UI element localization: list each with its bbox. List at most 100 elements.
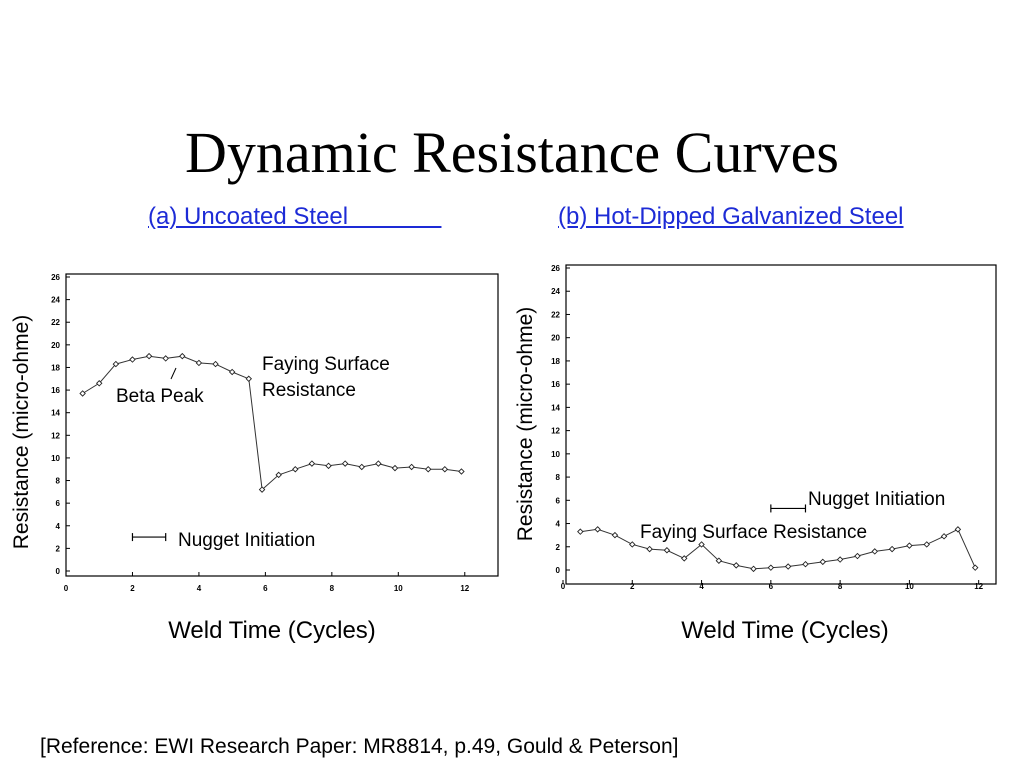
plot-frame <box>565 264 997 585</box>
reference-citation: [Reference: EWI Research Paper: MR8814, … <box>40 735 679 758</box>
y-tick-label: 8 <box>556 473 561 482</box>
y-tick-label: 26 <box>51 273 60 282</box>
y-tick-label: 2 <box>56 544 61 553</box>
data-point <box>424 465 432 473</box>
y-tick-label: 8 <box>56 477 61 486</box>
data-point <box>854 552 861 560</box>
data-point <box>275 471 282 479</box>
annotation-label: Faying Surface Resistance <box>640 522 867 543</box>
x-tick-label: 4 <box>197 584 202 593</box>
annotation-label: Resistance <box>262 380 356 401</box>
x-tick-label: 6 <box>263 584 268 593</box>
data-point <box>906 542 913 549</box>
data-point <box>681 555 688 562</box>
x-tick-label: 8 <box>838 582 843 591</box>
y-tick-label: 2 <box>556 543 561 552</box>
data-point <box>292 465 299 473</box>
data-point <box>784 563 792 570</box>
data-point <box>179 352 186 360</box>
y-tick-label: 16 <box>551 380 560 389</box>
y-tick-label: 14 <box>551 403 560 412</box>
y-tick-label: 18 <box>51 363 60 372</box>
y-tick-label: 14 <box>51 409 60 418</box>
x-tick-label: 4 <box>699 582 704 591</box>
y-tick-label: 12 <box>551 427 560 436</box>
y-tick-label: 24 <box>551 287 560 296</box>
data-point <box>195 359 203 367</box>
x-tick-label: 2 <box>130 584 135 593</box>
y-tick-label: 10 <box>551 450 560 459</box>
x-tick-label: 8 <box>330 584 335 593</box>
data-point <box>663 547 671 554</box>
plot-frame <box>65 273 499 577</box>
data-point <box>750 565 757 573</box>
x-tick-label: 0 <box>64 584 69 593</box>
x-tick-label: 12 <box>974 582 983 591</box>
data-point <box>940 533 948 540</box>
data-point <box>802 560 809 568</box>
x-tick-label: 0 <box>561 582 566 591</box>
data-point <box>732 562 740 569</box>
data-point <box>971 564 979 571</box>
annotation-label: Beta Peak <box>116 386 204 407</box>
data-point <box>228 368 236 376</box>
data-point <box>391 464 399 472</box>
data-point <box>341 460 349 467</box>
data-point <box>611 531 619 539</box>
y-tick-label: 26 <box>551 264 560 273</box>
x-axis-label: Weld Time (Cycles) <box>168 617 376 644</box>
data-point <box>325 462 332 470</box>
data-point <box>458 468 465 475</box>
y-tick-label: 18 <box>551 357 560 366</box>
data-point <box>358 463 365 471</box>
slide-title: Dynamic Resistance Curves <box>185 120 839 185</box>
data-point <box>145 352 153 360</box>
y-tick-label: 10 <box>51 454 60 463</box>
annotation-label: Nugget Initiation <box>808 489 945 510</box>
data-point <box>594 526 601 533</box>
annotation-label: Nugget Initiation <box>178 530 315 551</box>
data-point <box>79 390 86 397</box>
x-tick-label: 12 <box>460 584 469 593</box>
data-point <box>129 356 136 363</box>
data-point <box>577 528 584 535</box>
y-tick-label: 6 <box>56 499 61 508</box>
subtitle-uncoated-steel[interactable]: (a) Uncoated Steel <box>148 203 442 230</box>
y-tick-label: 4 <box>556 520 561 529</box>
annotation-label: Faying Surface <box>262 354 390 375</box>
data-point <box>308 460 316 467</box>
y-tick-label: 24 <box>51 296 60 305</box>
data-point <box>871 548 878 555</box>
data-point <box>646 545 653 553</box>
y-tick-label: 20 <box>51 341 60 350</box>
data-point <box>954 526 962 533</box>
y-tick-label: 12 <box>51 431 60 440</box>
subtitle-galvanized-steel[interactable]: (b) Hot-Dipped Galvanized Steel <box>558 203 904 230</box>
y-axis-label: Resistance (micro-ohme) <box>514 307 537 542</box>
data-point <box>408 463 415 471</box>
data-point <box>819 558 827 566</box>
y-tick-label: 4 <box>56 522 61 531</box>
y-axis-label: Resistance (micro-ohme) <box>10 315 33 550</box>
data-point <box>629 541 636 548</box>
data-point <box>95 380 103 387</box>
data-point <box>888 545 896 553</box>
y-tick-label: 0 <box>56 567 61 576</box>
y-tick-label: 22 <box>51 318 60 327</box>
x-tick-label: 10 <box>905 582 914 591</box>
data-point <box>441 465 449 473</box>
y-tick-label: 16 <box>51 386 60 395</box>
x-tick-label: 2 <box>630 582 635 591</box>
data-point <box>767 564 775 571</box>
y-tick-label: 20 <box>551 334 560 343</box>
y-tick-label: 0 <box>556 566 561 575</box>
data-point <box>836 556 844 563</box>
data-point <box>258 486 266 493</box>
x-tick-label: 10 <box>394 584 403 593</box>
data-point <box>375 460 382 467</box>
y-tick-label: 22 <box>551 310 560 319</box>
data-point <box>698 541 705 548</box>
y-tick-label: 6 <box>556 496 561 505</box>
